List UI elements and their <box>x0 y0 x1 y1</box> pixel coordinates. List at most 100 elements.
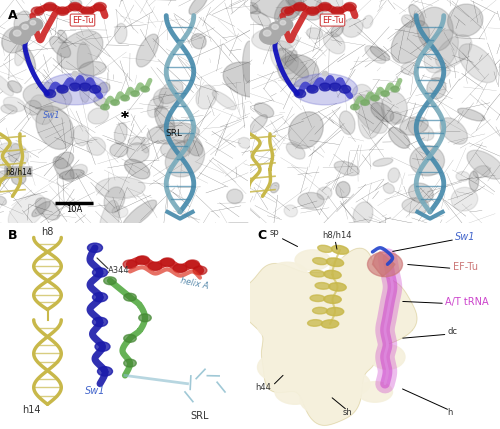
Ellipse shape <box>310 270 325 277</box>
Ellipse shape <box>92 293 108 302</box>
Ellipse shape <box>36 198 60 220</box>
Text: A344: A344 <box>108 266 129 275</box>
Text: *: * <box>121 111 129 126</box>
Ellipse shape <box>212 91 236 110</box>
Ellipse shape <box>100 104 110 110</box>
Ellipse shape <box>32 202 50 217</box>
Ellipse shape <box>242 41 256 82</box>
Ellipse shape <box>320 83 330 91</box>
Ellipse shape <box>124 359 136 367</box>
Text: A: A <box>8 9 17 22</box>
Ellipse shape <box>18 22 36 36</box>
Ellipse shape <box>352 85 372 104</box>
Text: Sw1: Sw1 <box>455 232 475 242</box>
Ellipse shape <box>307 85 318 93</box>
Ellipse shape <box>390 112 402 124</box>
Ellipse shape <box>50 36 70 57</box>
Ellipse shape <box>391 20 430 63</box>
Ellipse shape <box>70 0 82 9</box>
Ellipse shape <box>282 0 323 20</box>
Ellipse shape <box>260 27 280 44</box>
Ellipse shape <box>8 194 46 230</box>
Ellipse shape <box>275 380 315 404</box>
Ellipse shape <box>120 95 130 101</box>
Ellipse shape <box>288 0 302 7</box>
Ellipse shape <box>154 106 174 134</box>
Ellipse shape <box>14 40 28 66</box>
Ellipse shape <box>12 172 26 185</box>
Text: h44: h44 <box>255 383 271 392</box>
Ellipse shape <box>126 143 149 163</box>
Ellipse shape <box>252 283 288 308</box>
Ellipse shape <box>8 81 22 93</box>
Ellipse shape <box>278 18 292 31</box>
Ellipse shape <box>112 206 128 218</box>
Ellipse shape <box>264 30 271 36</box>
Ellipse shape <box>2 27 28 53</box>
Ellipse shape <box>286 142 305 159</box>
Ellipse shape <box>147 123 200 144</box>
Ellipse shape <box>250 11 270 26</box>
Ellipse shape <box>294 90 306 98</box>
Ellipse shape <box>193 266 207 275</box>
Ellipse shape <box>432 68 450 81</box>
Ellipse shape <box>373 158 393 166</box>
Ellipse shape <box>353 202 373 227</box>
Ellipse shape <box>402 198 429 213</box>
Ellipse shape <box>114 123 127 144</box>
Text: h: h <box>448 408 453 417</box>
Ellipse shape <box>44 3 56 11</box>
Ellipse shape <box>88 108 108 124</box>
Ellipse shape <box>69 3 81 11</box>
Ellipse shape <box>458 108 485 121</box>
Text: helix A: helix A <box>180 276 210 291</box>
Ellipse shape <box>90 85 101 93</box>
Ellipse shape <box>110 100 120 106</box>
Text: A/T tRNA: A/T tRNA <box>445 297 488 308</box>
Ellipse shape <box>14 30 21 36</box>
Ellipse shape <box>331 24 344 37</box>
Ellipse shape <box>300 386 350 414</box>
Ellipse shape <box>402 15 415 27</box>
Ellipse shape <box>312 258 328 265</box>
Ellipse shape <box>0 74 14 96</box>
Ellipse shape <box>329 283 346 291</box>
Ellipse shape <box>24 47 36 71</box>
Text: B: B <box>8 229 17 242</box>
Ellipse shape <box>331 7 344 15</box>
Ellipse shape <box>280 21 285 25</box>
Ellipse shape <box>25 100 42 115</box>
Ellipse shape <box>358 382 392 402</box>
Ellipse shape <box>318 245 332 252</box>
Ellipse shape <box>408 120 434 140</box>
Ellipse shape <box>140 86 149 92</box>
Ellipse shape <box>272 24 278 29</box>
Ellipse shape <box>53 157 74 181</box>
Ellipse shape <box>368 252 402 277</box>
Ellipse shape <box>0 196 6 205</box>
Ellipse shape <box>469 171 478 191</box>
Ellipse shape <box>148 262 162 271</box>
Ellipse shape <box>350 104 360 110</box>
Text: h14: h14 <box>22 405 41 414</box>
Ellipse shape <box>92 317 108 326</box>
Ellipse shape <box>124 293 136 301</box>
Ellipse shape <box>408 183 434 203</box>
Ellipse shape <box>70 164 87 179</box>
Ellipse shape <box>358 93 384 139</box>
Ellipse shape <box>370 46 390 60</box>
Ellipse shape <box>44 90 56 98</box>
Ellipse shape <box>87 137 106 155</box>
Ellipse shape <box>55 152 74 169</box>
Ellipse shape <box>244 3 258 13</box>
Ellipse shape <box>427 78 446 99</box>
Ellipse shape <box>270 41 298 74</box>
Ellipse shape <box>365 45 386 63</box>
Ellipse shape <box>336 181 350 197</box>
Ellipse shape <box>440 118 468 144</box>
Ellipse shape <box>110 143 128 157</box>
Ellipse shape <box>284 205 298 217</box>
Ellipse shape <box>448 4 483 36</box>
Ellipse shape <box>258 353 302 382</box>
Ellipse shape <box>324 295 341 303</box>
